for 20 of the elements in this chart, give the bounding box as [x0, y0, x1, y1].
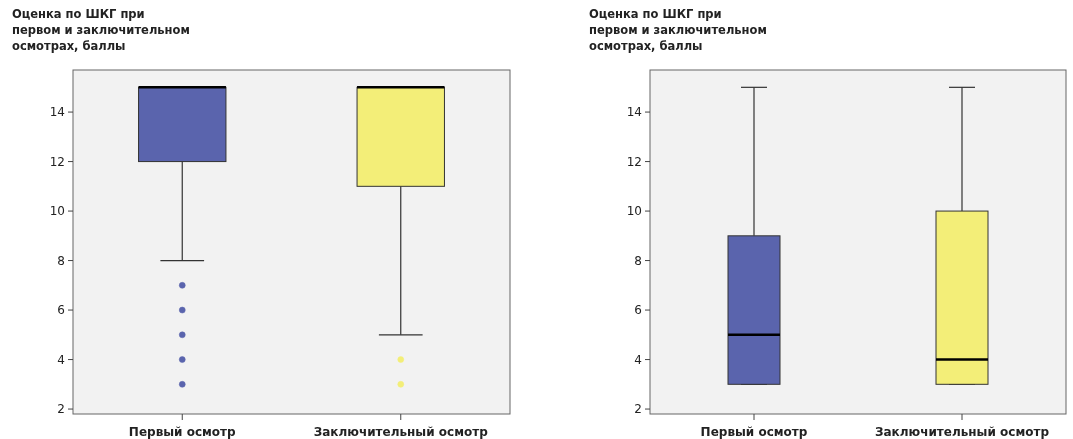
y-tick-label: 6 [634, 303, 642, 318]
y-tick-label: 8 [57, 253, 65, 268]
x-tick-label: Заключительный осмотр [313, 425, 489, 439]
y-tick-label: 4 [57, 352, 65, 367]
y-tick-label: 10 [49, 204, 65, 219]
y-tick-label: 2 [634, 402, 642, 417]
y-tick-label: 12 [49, 154, 65, 169]
y-tick-label: 8 [634, 253, 642, 268]
y-tick-label: 14 [49, 105, 65, 120]
chart-title: Оценка по ШКГ при первом и заключительном осмотрах, баллы [589, 7, 767, 53]
x-tick-label: Заключительный осмотр [874, 425, 1050, 439]
y-tick-label: 14 [626, 105, 642, 120]
y-tick-label: 6 [57, 303, 65, 318]
y-tick-label: 4 [634, 352, 642, 367]
y-tick-label: 10 [626, 204, 642, 219]
x-tick-label: Первый осмотр [128, 425, 237, 439]
y-tick-label: 12 [626, 154, 642, 169]
chart-title: Оценка по ШКГ при первом и заключительном осмотрах, баллы [12, 7, 190, 53]
x-tick-label: Первый осмотр [700, 425, 808, 439]
y-tick-label: 2 [57, 402, 65, 417]
